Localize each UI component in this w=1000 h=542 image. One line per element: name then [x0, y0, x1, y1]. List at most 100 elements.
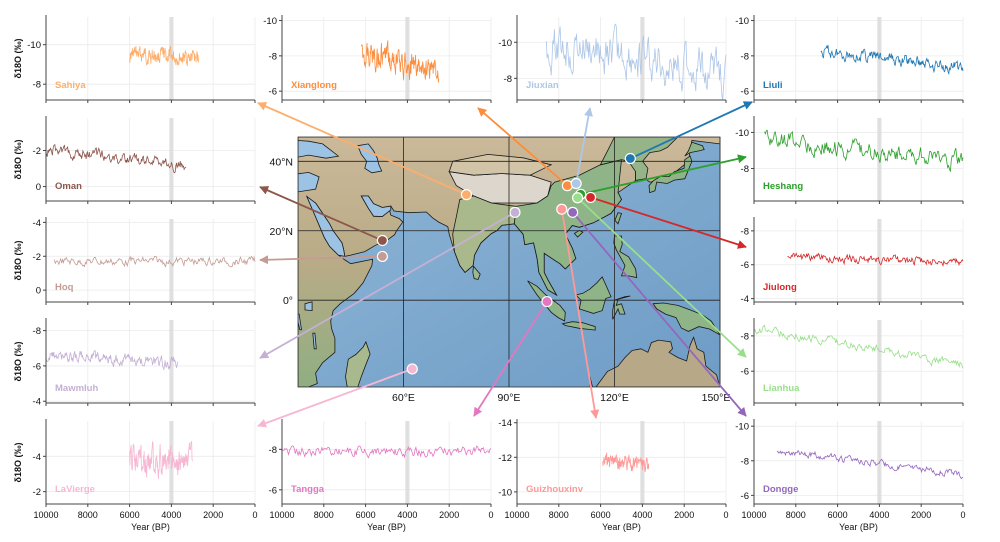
y-tick-label: -10 — [498, 38, 512, 49]
event-band-4200bp — [640, 17, 645, 100]
panel-title: Lianhua — [763, 383, 800, 394]
latitude-label: 40°N — [270, 156, 293, 168]
site-arrow-lavierge — [257, 368, 413, 428]
site-marker-sahiya[interactable] — [460, 189, 473, 201]
panel-title: Heshang — [763, 181, 803, 192]
sri-lanka — [472, 265, 481, 280]
longitude-label: 150°E — [702, 392, 731, 404]
latitude-label: 0° — [283, 295, 293, 307]
site-arrow-sahiya — [257, 102, 467, 196]
longitude-label: 60°E — [392, 392, 415, 404]
series-line — [281, 445, 492, 459]
site-marker-oman[interactable] — [376, 234, 388, 247]
panel-title: Dongge — [763, 484, 798, 495]
taiwan — [614, 212, 623, 225]
event-band-4200bp — [169, 118, 174, 201]
longitude-label: 90°E — [498, 392, 521, 404]
y-tick-label: -4 — [33, 397, 41, 408]
site-marker-lianhua[interactable] — [571, 192, 584, 204]
x-tick-label: 8000 — [78, 510, 98, 520]
site-marker-lavierge[interactable] — [406, 363, 418, 375]
x-tick-label: 8000 — [314, 510, 334, 520]
y-axis-label: δ18O (‰) — [13, 39, 23, 79]
x-tick-label: 6000 — [120, 510, 140, 520]
event-band-4200bp — [877, 320, 882, 403]
x-axis-label: Year (BP) — [602, 522, 641, 532]
latitude-label: 20°N — [270, 226, 293, 238]
site-arrow-xianglong — [477, 107, 568, 187]
site-arrow-heshang — [580, 154, 747, 196]
x-tick-label: 6000 — [828, 510, 848, 520]
series-line — [545, 23, 727, 101]
y-tick-label: -8 — [741, 226, 749, 237]
y-tick-label: -4 — [33, 452, 41, 463]
y-tick-label: -10 — [735, 16, 749, 27]
y-tick-label: -8 — [33, 80, 41, 91]
new-guinea — [652, 302, 720, 336]
panel-dongge: 10000 8000 6000 4000 2000 0 -10 -8 -6 Dongge Year … — [735, 419, 966, 532]
indian-subcontinent — [452, 195, 517, 273]
x-tick-label: 2000 — [674, 510, 694, 520]
caspian-sea — [357, 143, 383, 174]
x-tick-label: 10000 — [269, 510, 294, 520]
site-marker-liuli[interactable] — [624, 152, 636, 165]
site-marker-jiulong[interactable] — [584, 191, 597, 204]
x-axis-label: Year (BP) — [839, 522, 878, 532]
site-arrow-jiulong — [590, 196, 747, 249]
series-line — [820, 44, 964, 76]
y-tick-label: -14 — [498, 418, 512, 429]
panel-liuli: -10 -8 -6 Liuli — [735, 15, 964, 103]
panel-title: Sahiya — [55, 80, 86, 91]
y-tick-label: -6 — [741, 491, 749, 502]
event-band-4200bp — [405, 421, 410, 504]
event-band-4200bp — [169, 320, 174, 403]
site-marker-mawmluh[interactable] — [509, 206, 521, 218]
australia — [589, 336, 720, 387]
y-tick-label: -8 — [741, 331, 749, 342]
x-tick-label: 10000 — [504, 510, 529, 520]
y-tick-label: -8 — [504, 74, 512, 85]
panel-jiuxian: -10 -8 Jiuxian — [498, 15, 727, 103]
longitude-label: 120°E — [600, 392, 629, 404]
series-line — [45, 144, 187, 174]
panel-jiulong: -8 -6 -4 Jiulong — [741, 217, 964, 305]
y-tick-label: -6 — [33, 361, 41, 372]
y-tick-label: -4 — [33, 218, 41, 229]
site-marker-tangga[interactable] — [541, 295, 553, 308]
borneo — [575, 276, 612, 314]
persian-gulf — [360, 195, 392, 217]
y-tick-label: -10 — [735, 422, 749, 433]
x-tick-label: 4000 — [161, 510, 181, 520]
site-marker-hoq[interactable] — [376, 250, 388, 263]
site-marker-dongge[interactable] — [567, 206, 579, 218]
y-tick-label: -10 — [263, 16, 277, 27]
y-axis-label: δ18O (‰) — [13, 140, 23, 180]
hainan — [573, 229, 584, 238]
panel-title: Xianglong — [291, 80, 337, 91]
site-marker-guizhouxinv[interactable] — [556, 203, 568, 215]
x-tick-label: 0 — [960, 510, 965, 520]
site-arrow-lianhua — [576, 197, 747, 358]
site-arrow-oman — [259, 186, 383, 242]
y-axis-label: δ18O (‰) — [13, 443, 23, 483]
site-arrow-mawmluh — [259, 211, 516, 359]
y-tick-label: -8 — [269, 51, 277, 62]
site-marker-jiuxian[interactable] — [570, 177, 582, 190]
series-line — [45, 349, 179, 371]
site-arrow-dongge — [571, 211, 747, 417]
panel-title: LaVierge — [55, 484, 95, 495]
site-arrow-guizhouxinv — [560, 209, 600, 419]
x-tick-label: 0 — [488, 510, 493, 520]
y-axis-label: δ18O (‰) — [13, 241, 23, 281]
event-band-4200bp — [405, 17, 410, 100]
panel-hoq: -4 -2 0 Hoq δ18O (‰) — [13, 217, 256, 305]
panel-title: Jiuxian — [526, 80, 559, 91]
y-tick-label: -10 — [735, 128, 749, 139]
event-band-4200bp — [877, 219, 882, 302]
x-tick-label: 0 — [723, 510, 728, 520]
y-tick-label: -6 — [741, 87, 749, 98]
panel-mawmluh: -8 -6 -4 Mawmluh δ18O (‰) — [13, 318, 256, 408]
x-tick-label: 10000 — [741, 510, 766, 520]
x-tick-label: 2000 — [439, 510, 459, 520]
series-line — [602, 452, 650, 472]
